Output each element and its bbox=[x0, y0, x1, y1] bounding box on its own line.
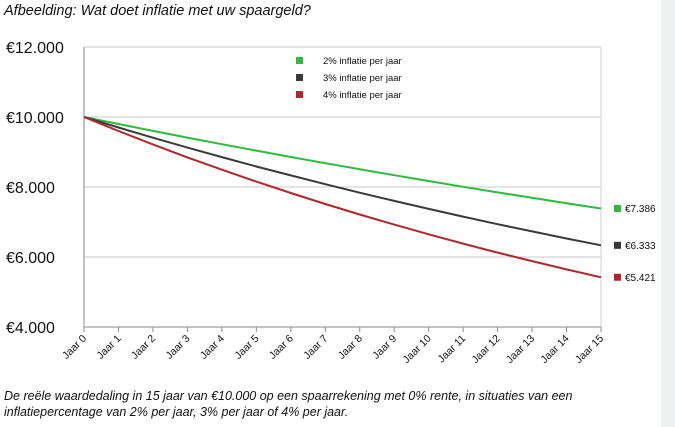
x-tick-label: Jaar 1 bbox=[94, 333, 123, 362]
series-line-2 bbox=[83, 116, 602, 247]
legend-swatch-2 bbox=[296, 74, 303, 81]
figure-caption: De reële waardedaling in 15 jaar van €10… bbox=[4, 389, 573, 419]
x-tick-label: Jaar 6 bbox=[267, 333, 296, 362]
legend-label-2: 3% inflatie per jaar bbox=[323, 73, 402, 84]
legend-swatch-3 bbox=[296, 91, 303, 98]
x-tick-label: Jaar 15 bbox=[573, 333, 606, 366]
y-tick-label: €12.000 bbox=[6, 40, 64, 57]
y-tick-label: €6.000 bbox=[6, 250, 55, 267]
end-value-marker-2 bbox=[614, 241, 621, 249]
x-tick-label: Jaar 12 bbox=[469, 333, 502, 366]
x-tick-label: Jaar 11 bbox=[436, 333, 469, 366]
end-value-marker-1 bbox=[614, 204, 621, 212]
end-value-label-3: €5.421 bbox=[625, 273, 656, 284]
x-tick-label: Jaar 7 bbox=[301, 333, 330, 362]
x-tick-label: Jaar 14 bbox=[538, 333, 571, 366]
end-value-label-1: €7.386 bbox=[625, 204, 656, 215]
x-tick-label: Jaar 0 bbox=[60, 333, 89, 362]
x-tick-label: Jaar 5 bbox=[232, 333, 261, 362]
y-tick-label: €8.000 bbox=[6, 180, 55, 197]
x-tick-label: Jaar 13 bbox=[504, 333, 537, 366]
figure-title: Afbeelding: Wat doet inflatie met uw spa… bbox=[4, 3, 311, 19]
x-tick-label: Jaar 9 bbox=[370, 333, 399, 362]
series-line-1 bbox=[83, 116, 602, 210]
x-tick-label: Jaar 3 bbox=[163, 333, 192, 362]
x-tick-label: Jaar 4 bbox=[198, 333, 227, 362]
series-line-3 bbox=[83, 116, 602, 279]
x-tick-label: Jaar 8 bbox=[336, 333, 365, 362]
x-tick-label: Jaar 10 bbox=[401, 333, 434, 366]
y-tick-label: €4.000 bbox=[6, 320, 55, 337]
right-side-panel bbox=[661, 0, 675, 427]
end-value-label-2: €6.333 bbox=[625, 241, 656, 252]
legend-label-3: 4% inflatie per jaar bbox=[323, 90, 402, 101]
legend-label-1: 2% inflatie per jaar bbox=[323, 56, 402, 67]
end-value-marker-3 bbox=[614, 273, 621, 281]
y-tick-label: €10.000 bbox=[6, 110, 64, 127]
x-tick-label: Jaar 2 bbox=[129, 333, 158, 362]
legend-swatch-1 bbox=[296, 57, 303, 64]
